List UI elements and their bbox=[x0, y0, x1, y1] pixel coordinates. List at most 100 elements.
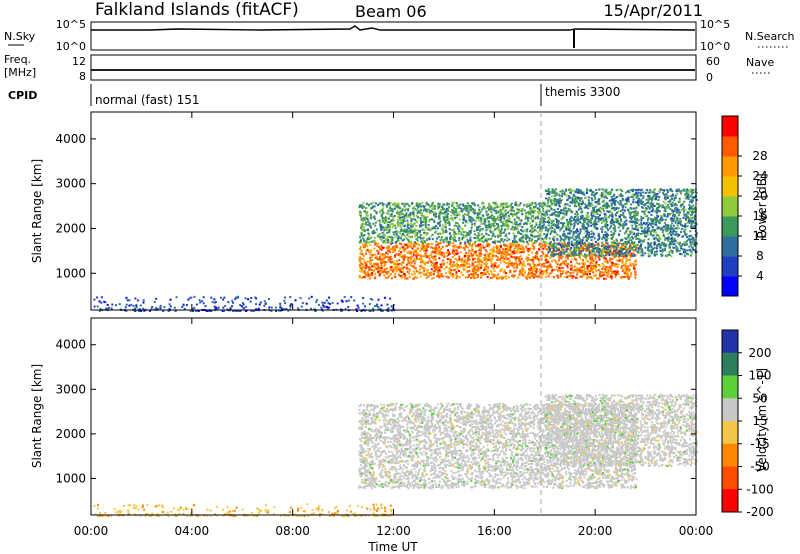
data-cell bbox=[393, 254, 396, 257]
data-cell bbox=[547, 224, 550, 227]
data-cell bbox=[671, 212, 674, 215]
data-cell bbox=[590, 213, 593, 216]
data-cell bbox=[483, 253, 486, 256]
data-cell bbox=[434, 231, 437, 234]
data-cell bbox=[620, 195, 623, 198]
data-cell bbox=[445, 236, 448, 239]
data-cell bbox=[458, 213, 461, 216]
data-cell bbox=[645, 198, 648, 201]
data-cell bbox=[472, 265, 475, 267]
data-cell bbox=[466, 265, 469, 268]
data-cell bbox=[458, 255, 461, 258]
data-cell bbox=[550, 200, 553, 203]
data-cell bbox=[363, 219, 366, 221]
data-cell bbox=[666, 189, 669, 192]
data-cell bbox=[406, 267, 409, 270]
data-cell bbox=[667, 200, 670, 203]
data-cell bbox=[614, 263, 617, 265]
data-cell bbox=[403, 229, 406, 232]
data-cell bbox=[486, 216, 489, 219]
data-cell bbox=[664, 221, 667, 224]
data-cell bbox=[688, 238, 691, 241]
data-cell bbox=[512, 274, 514, 276]
data-cell bbox=[505, 233, 508, 236]
data-cell bbox=[430, 261, 432, 264]
data-cell bbox=[403, 204, 406, 207]
data-cell bbox=[502, 250, 505, 253]
data-cell bbox=[575, 250, 578, 252]
data-cell bbox=[411, 247, 414, 250]
data-cell bbox=[638, 197, 641, 200]
data-cell bbox=[532, 262, 535, 265]
data-cell bbox=[404, 230, 407, 233]
data-cell bbox=[484, 262, 487, 265]
data-cell bbox=[438, 276, 441, 279]
data-cell bbox=[530, 259, 533, 262]
data-cell bbox=[688, 189, 691, 192]
data-cell bbox=[400, 228, 403, 231]
data-cell bbox=[686, 189, 689, 192]
data-cell bbox=[580, 211, 583, 214]
data-cell bbox=[627, 196, 630, 199]
data-cell bbox=[547, 249, 550, 252]
data-cell bbox=[420, 271, 423, 274]
data-cell bbox=[473, 222, 476, 225]
data-cell bbox=[378, 202, 381, 205]
data-cell bbox=[496, 216, 499, 219]
data-cell bbox=[532, 260, 535, 263]
data-cell bbox=[461, 260, 464, 263]
data-cell bbox=[627, 272, 629, 275]
data-cell bbox=[592, 215, 595, 217]
data-cell bbox=[691, 213, 694, 216]
data-cell bbox=[642, 211, 645, 214]
data-cell bbox=[621, 243, 624, 246]
data-cell bbox=[395, 253, 398, 256]
data-cell bbox=[455, 249, 458, 252]
data-cell bbox=[413, 272, 416, 275]
data-cell bbox=[514, 236, 517, 239]
data-cell bbox=[509, 204, 512, 207]
data-cell bbox=[597, 232, 600, 235]
data-cell bbox=[640, 219, 643, 222]
data-cell bbox=[508, 243, 511, 246]
data-cell bbox=[412, 210, 414, 213]
data-cell bbox=[460, 227, 463, 230]
data-cell bbox=[378, 219, 381, 222]
data-cell bbox=[584, 227, 587, 230]
data-cell bbox=[575, 188, 578, 191]
data-cell bbox=[676, 224, 679, 227]
data-cell bbox=[414, 254, 417, 257]
data-cell bbox=[451, 250, 454, 253]
data-cell bbox=[398, 242, 401, 245]
data-cell bbox=[627, 258, 630, 261]
data-cell bbox=[502, 240, 505, 243]
data-cell bbox=[663, 206, 666, 209]
data-cell bbox=[360, 267, 363, 270]
data-cell bbox=[415, 250, 417, 253]
data-cell bbox=[423, 269, 425, 272]
data-cell bbox=[617, 210, 620, 213]
data-cell bbox=[442, 224, 445, 227]
data-cell bbox=[614, 273, 617, 276]
data-cell bbox=[423, 229, 426, 232]
data-cell bbox=[373, 205, 376, 208]
data-cell bbox=[516, 216, 519, 219]
data-cell bbox=[445, 239, 447, 242]
data-cell bbox=[647, 248, 649, 251]
data-cell bbox=[380, 209, 383, 212]
data-cell bbox=[476, 213, 479, 216]
data-cell bbox=[464, 263, 467, 266]
data-cell bbox=[595, 210, 598, 213]
data-cell bbox=[401, 202, 404, 205]
data-cell bbox=[620, 266, 623, 269]
data-cell bbox=[413, 206, 416, 209]
data-cell bbox=[640, 242, 643, 245]
data-cell bbox=[634, 235, 637, 238]
data-cell bbox=[442, 229, 445, 232]
data-cell bbox=[549, 256, 552, 259]
data-cell bbox=[401, 239, 404, 242]
data-cell bbox=[630, 273, 633, 276]
data-cell bbox=[425, 208, 428, 211]
data-cell bbox=[690, 251, 693, 254]
data-cell bbox=[469, 236, 472, 239]
